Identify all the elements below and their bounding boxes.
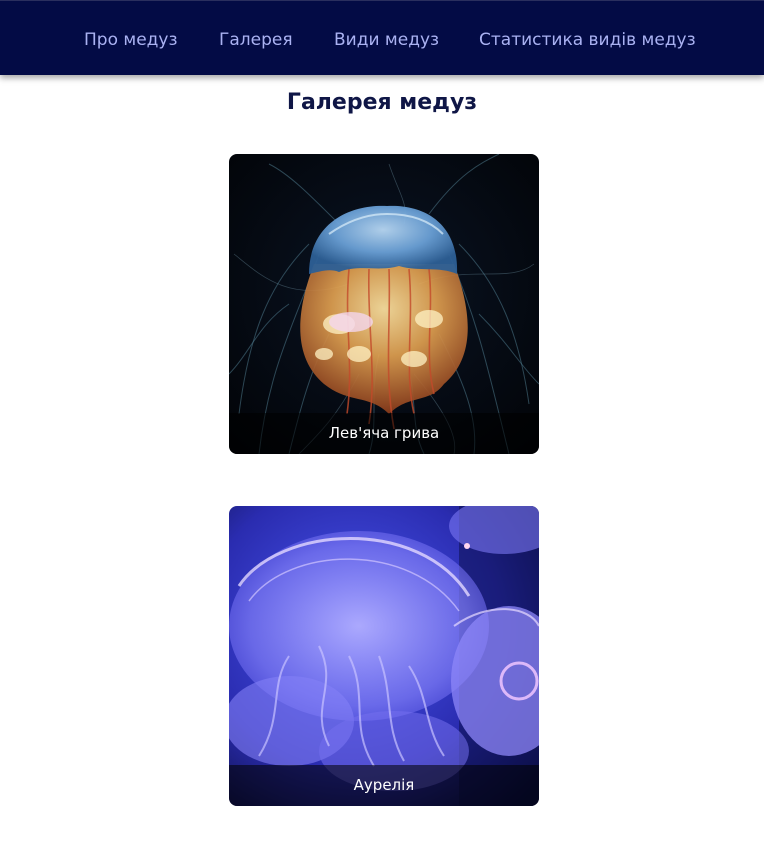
lions-mane-jellyfish-image — [229, 154, 539, 454]
gallery-card-caption: Аурелія — [229, 765, 539, 806]
nav-link-about[interactable]: Про медуз — [84, 30, 178, 50]
nav-link-species[interactable]: Види медуз — [334, 30, 440, 50]
top-navbar: Про медуз Галерея Види медуз Статистика … — [0, 0, 764, 75]
aurelia-jellyfish-image — [229, 506, 539, 806]
nav-link-gallery[interactable]: Галерея — [219, 30, 293, 50]
gallery-card-aurelia[interactable]: Аурелія — [229, 506, 539, 806]
nav-link-statistics[interactable]: Статистика видів медуз — [479, 30, 696, 50]
gallery-card-lions-mane[interactable]: Лев'яча грива — [229, 154, 539, 454]
page-title: Галерея медуз — [286, 90, 478, 115]
gallery-card-caption: Лев'яча грива — [229, 413, 539, 454]
